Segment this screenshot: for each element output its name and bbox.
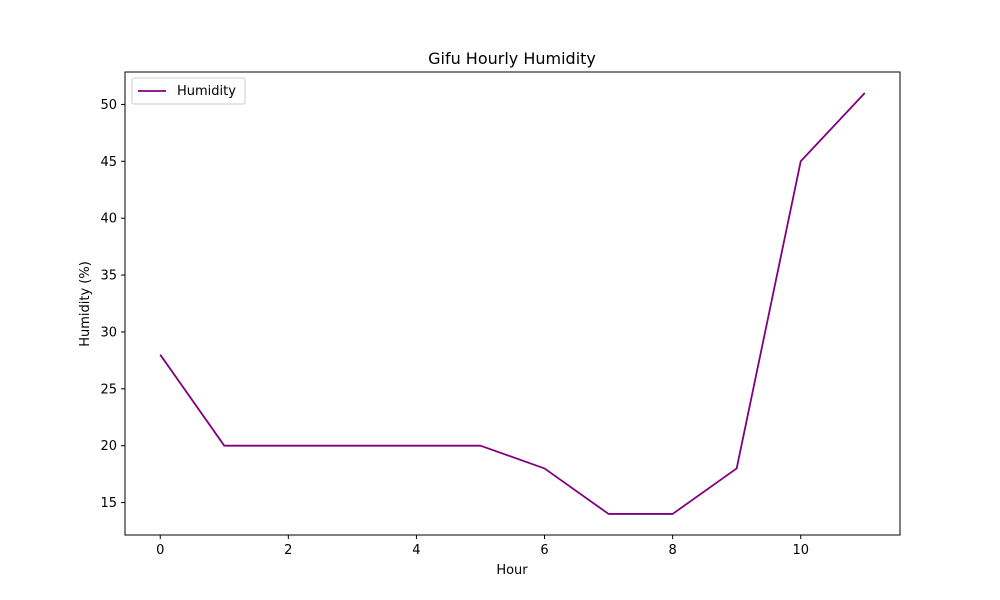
chart-title: Gifu Hourly Humidity — [428, 49, 596, 68]
legend-label-humidity: Humidity — [177, 84, 236, 99]
y-tick-label: 40 — [100, 212, 117, 227]
y-tick-label: 25 — [100, 382, 117, 397]
x-axis-label: Hour — [496, 563, 528, 578]
plot-area — [124, 71, 901, 536]
legend-box — [131, 77, 246, 105]
x-tick-label: 6 — [540, 543, 548, 558]
y-axis-ticks: 15 20 25 30 35 40 45 50 — [100, 98, 125, 511]
x-tick-label: 0 — [156, 543, 164, 558]
x-axis-ticks: 0 2 4 6 8 10 — [156, 535, 809, 558]
y-tick-label: 15 — [100, 496, 117, 511]
y-tick-label: 45 — [100, 155, 117, 170]
x-tick-label: 2 — [284, 543, 292, 558]
series-layer — [159, 92, 866, 515]
x-tick-label: 8 — [668, 543, 676, 558]
legend: Humidity — [131, 77, 246, 105]
x-tick-label: 10 — [792, 543, 809, 558]
series-line-humidity — [159, 92, 866, 515]
y-tick-label: 50 — [100, 98, 117, 113]
y-tick-label: 20 — [100, 439, 117, 454]
x-tick-label: 4 — [412, 543, 420, 558]
y-tick-label: 35 — [100, 269, 117, 284]
y-tick-label: 30 — [100, 325, 117, 340]
plot-frame — [124, 71, 901, 536]
y-axis-label: Humidity (%) — [78, 261, 93, 347]
